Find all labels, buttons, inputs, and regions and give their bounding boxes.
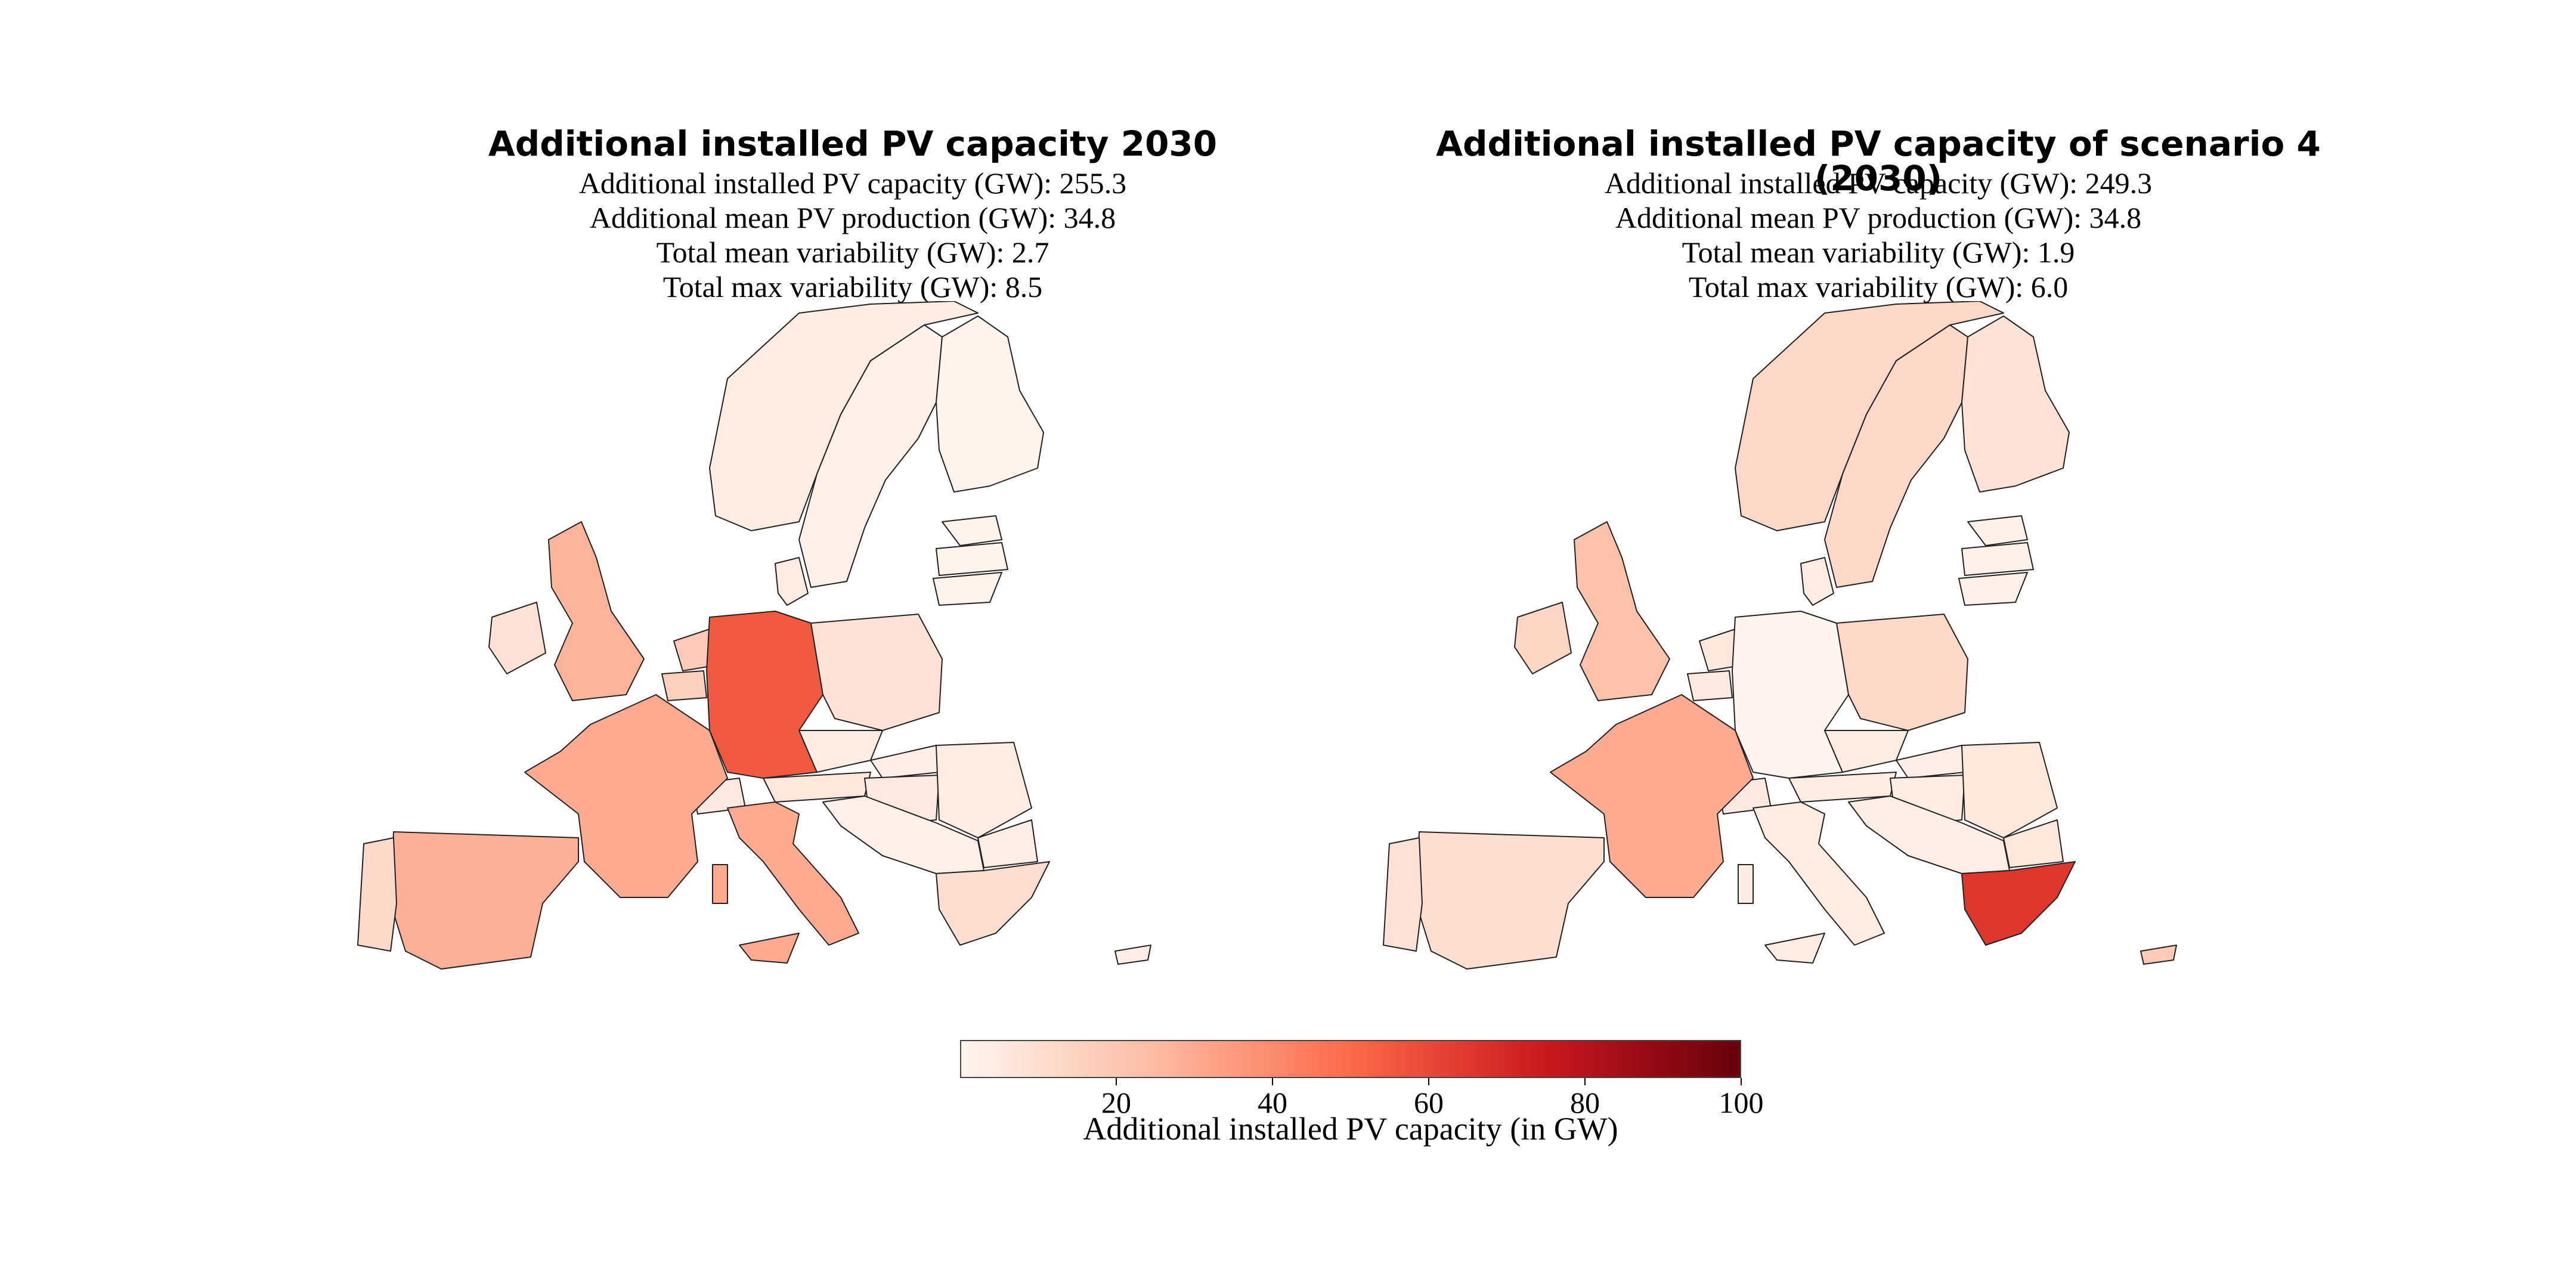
colorbar-tick-mark xyxy=(1428,1078,1429,1085)
left-stat-max-variability: Total max variability (GW): 8.5 xyxy=(662,270,1043,304)
right-country-france xyxy=(1550,694,1754,898)
right-europe-map xyxy=(1371,301,2385,987)
right-country-italy xyxy=(1738,801,1885,964)
left-country-estonia xyxy=(942,515,1002,546)
right-country-germany xyxy=(1732,611,1849,779)
right-country-cyprus xyxy=(2140,945,2177,965)
left-country-uk xyxy=(548,521,645,701)
colorbar-tick-mark xyxy=(1584,1078,1586,1085)
left-country-germany xyxy=(706,611,823,779)
right-country-finland xyxy=(1961,315,2070,493)
right-country-estonia xyxy=(1967,515,2028,546)
right-panel-title: Additional installed PV capacity of scen… xyxy=(1436,123,2321,199)
right-stat-mean-variability: Total mean variability (GW): 1.9 xyxy=(1682,236,2075,269)
right-country-lithuania xyxy=(1958,572,2028,606)
right-stat-production: Additional mean PV production (GW): 34.8 xyxy=(1615,201,2142,234)
colorbar-tick-label: 100 xyxy=(1719,1086,1764,1119)
left-country-latvia xyxy=(936,542,1008,576)
colorbar-label: Additional installed PV capacity (in GW) xyxy=(1083,1111,1618,1147)
left-stat-capacity: Additional installed PV capacity (GW): 2… xyxy=(578,166,1127,200)
left-panel-title: Additional installed PV capacity 2030 xyxy=(488,123,1218,164)
left-country-slovakia xyxy=(870,745,940,779)
left-country-poland xyxy=(810,614,943,731)
right-map-panel: Additional installed PV capacity of scen… xyxy=(1371,119,2385,1002)
right-country-spain xyxy=(1416,831,1605,970)
right-country-denmark xyxy=(1800,557,1834,606)
left-country-greece xyxy=(936,861,1050,946)
right-stat-capacity: Additional installed PV capacity (GW): 2… xyxy=(1604,166,2153,200)
right-map-svg xyxy=(1383,301,2177,970)
colorbar xyxy=(960,1040,1741,1078)
right-country-portugal xyxy=(1383,837,1423,952)
left-map-panel: Additional installed PV capacity 2030 Ad… xyxy=(346,119,1360,1002)
colorbar-gradient xyxy=(960,1040,1741,1078)
colorbar-tick-label: 80 xyxy=(1570,1086,1600,1119)
left-map-svg xyxy=(357,301,1151,970)
left-stats: Additional installed PV capacity (GW): 2… xyxy=(346,166,1360,304)
right-country-poland xyxy=(1836,614,1968,731)
colorbar-tick-label: 40 xyxy=(1258,1086,1287,1119)
right-country-latvia xyxy=(1961,542,2034,576)
right-country-ireland xyxy=(1514,602,1572,674)
left-country-ireland xyxy=(488,602,546,674)
left-country-belgium xyxy=(661,670,707,701)
left-country-romania xyxy=(936,742,1032,838)
colorbar-tick-mark xyxy=(1741,1078,1742,1085)
right-stats: Additional installed PV capacity (GW): 2… xyxy=(1371,166,2385,304)
colorbar-tick-label: 60 xyxy=(1414,1086,1444,1119)
left-country-finland xyxy=(936,315,1044,493)
left-stat-production: Additional mean PV production (GW): 34.8 xyxy=(589,201,1116,234)
colorbar-tick-label: 20 xyxy=(1101,1086,1131,1119)
right-country-uk xyxy=(1574,521,1670,701)
right-country-romania xyxy=(1961,742,2058,838)
left-country-portugal xyxy=(357,837,397,952)
left-country-cyprus xyxy=(1114,945,1151,965)
colorbar-tick-mark xyxy=(1272,1078,1273,1085)
right-country-greece xyxy=(1961,861,2076,946)
right-country-slovakia xyxy=(1896,745,1965,779)
left-europe-map xyxy=(346,301,1360,987)
left-country-italy xyxy=(712,801,859,964)
right-stat-max-variability: Total max variability (GW): 6.0 xyxy=(1688,270,2069,304)
left-country-lithuania xyxy=(933,572,1002,606)
colorbar-ticks: 20 40 60 80 100 xyxy=(960,1078,1764,1120)
left-stat-mean-variability: Total mean variability (GW): 2.7 xyxy=(656,236,1049,269)
right-country-belgium xyxy=(1687,670,1733,701)
left-country-denmark xyxy=(775,557,809,606)
colorbar-tick-mark xyxy=(1116,1078,1117,1085)
left-country-france xyxy=(524,694,728,898)
left-country-spain xyxy=(390,831,579,970)
